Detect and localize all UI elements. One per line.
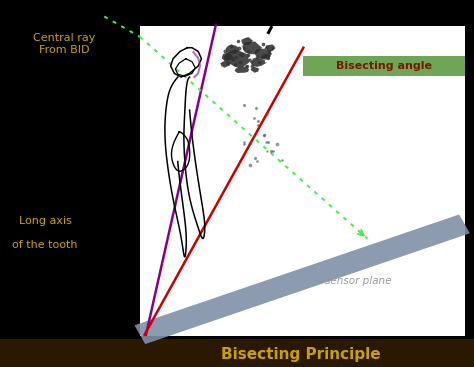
Point <box>241 102 248 108</box>
Polygon shape <box>251 58 267 67</box>
Point <box>254 122 262 128</box>
Polygon shape <box>251 67 259 73</box>
Point <box>262 139 270 145</box>
Polygon shape <box>222 53 234 61</box>
Point <box>231 61 238 67</box>
Point <box>228 43 235 49</box>
Point <box>263 44 271 50</box>
Polygon shape <box>255 48 272 59</box>
Point <box>250 116 258 121</box>
Point <box>244 48 252 54</box>
Point <box>254 119 262 124</box>
Polygon shape <box>135 214 470 344</box>
Polygon shape <box>235 66 249 73</box>
Point <box>279 157 286 163</box>
Bar <box>0 339 474 367</box>
Point <box>252 105 260 111</box>
Polygon shape <box>241 37 254 45</box>
Point <box>251 155 259 161</box>
Bar <box>303 56 465 76</box>
Point <box>240 46 248 51</box>
Polygon shape <box>261 54 271 59</box>
Point <box>265 50 273 55</box>
Text: sensor plane: sensor plane <box>325 276 391 286</box>
Text: Bisecting Principle: Bisecting Principle <box>221 347 381 362</box>
Point <box>225 60 232 66</box>
Point <box>259 41 267 47</box>
Point <box>248 63 255 69</box>
Point <box>238 52 246 58</box>
Point <box>226 55 234 61</box>
Point <box>261 132 268 138</box>
Text: Central ray
From BID: Central ray From BID <box>33 33 95 55</box>
Point <box>246 161 254 167</box>
Polygon shape <box>224 50 252 68</box>
Point <box>273 141 280 147</box>
Point <box>264 54 272 60</box>
Polygon shape <box>226 45 240 54</box>
Point <box>234 38 241 44</box>
Point <box>263 111 271 117</box>
Point <box>267 148 274 154</box>
Point <box>229 57 237 62</box>
Point <box>247 58 255 64</box>
Point <box>268 45 275 51</box>
Point <box>221 48 228 54</box>
Point <box>246 140 254 146</box>
Point <box>254 48 261 54</box>
Point <box>236 46 243 51</box>
Point <box>236 59 244 65</box>
Point <box>260 132 268 138</box>
Text: Long axis

of the tooth: Long axis of the tooth <box>12 217 78 250</box>
Point <box>244 52 252 58</box>
Point <box>264 55 272 61</box>
Text: Bisecting angle: Bisecting angle <box>336 61 432 71</box>
Point <box>269 148 276 154</box>
Point <box>264 148 271 154</box>
Point <box>255 59 263 65</box>
Point <box>236 51 243 57</box>
Point <box>243 63 250 69</box>
Point <box>233 55 240 61</box>
Point <box>253 54 260 60</box>
Polygon shape <box>242 41 262 54</box>
Point <box>253 157 260 163</box>
Point <box>240 139 248 145</box>
Point <box>264 139 272 145</box>
Point <box>240 141 248 146</box>
Bar <box>140 26 465 336</box>
Point <box>243 63 251 69</box>
Point <box>250 133 258 139</box>
Polygon shape <box>264 44 276 51</box>
Polygon shape <box>220 61 230 68</box>
